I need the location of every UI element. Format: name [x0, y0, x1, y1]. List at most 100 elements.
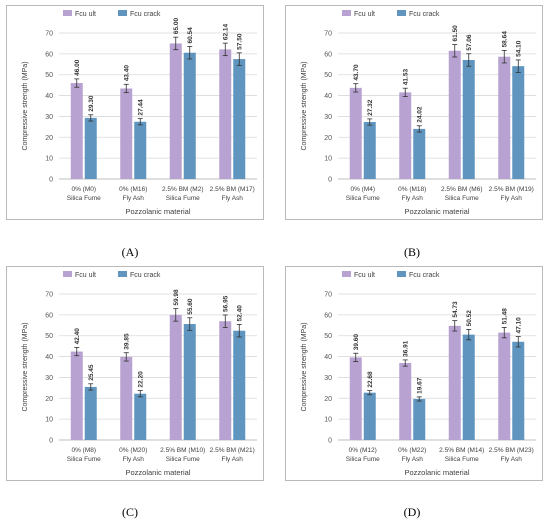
y-tick-label: 20: [45, 135, 53, 142]
y-tick-label: 50: [45, 333, 53, 340]
chart-svg: 0 10 20 30 40 50 60 70 Compressive strength (MPa…: [22, 10, 257, 216]
y-tick-label: 40: [324, 354, 332, 361]
legend-swatch: [63, 271, 72, 277]
data-label: 59.98: [173, 289, 180, 306]
x-tick-label: Fly Ash: [402, 195, 424, 202]
y-tick-label: 20: [45, 396, 53, 403]
data-label: 43.40: [124, 65, 131, 82]
bar: [219, 321, 232, 440]
bar: [134, 121, 147, 179]
data-label: 54.73: [452, 301, 459, 318]
x-axis-label: Pozzolanic material: [125, 468, 190, 477]
data-label: 55.60: [187, 298, 194, 315]
data-label: 57.50: [237, 33, 244, 50]
data-label: 27.44: [138, 99, 145, 116]
x-tick-label: 0% (M12): [349, 447, 377, 454]
data-label: 57.06: [466, 34, 473, 51]
data-label: 24.02: [417, 106, 424, 123]
legend-label: Fcu crack: [409, 11, 440, 18]
y-tick-label: 10: [45, 156, 53, 163]
y-tick-label: 50: [324, 72, 332, 79]
bar: [363, 392, 376, 440]
legend-label: Fcu ult: [75, 272, 96, 279]
y-tick-label: 10: [45, 417, 53, 424]
panel-caption-c: (C): [122, 505, 138, 519]
bar: [169, 43, 182, 179]
data-label: 27.32: [367, 99, 374, 116]
data-label: 25.45: [88, 364, 95, 381]
y-tick-label: 20: [324, 396, 332, 403]
data-label: 65.00: [173, 18, 180, 35]
data-label: 60.54: [187, 27, 194, 44]
legend-label: Fcu crack: [409, 272, 440, 279]
y-axis-label: Compressive strength (MPa): [301, 61, 308, 150]
y-tick-label: 0: [49, 438, 53, 445]
data-label: 39.60: [353, 334, 360, 351]
x-tick-label: Fly Ash: [123, 195, 145, 202]
x-tick-label: 2.5% BM (M14): [439, 447, 484, 454]
panel-caption-b: (B): [404, 245, 420, 259]
bar: [169, 314, 182, 440]
chart-panel-a: 0 10 20 30 40 50 60 70 Compressive strength (MPa…: [6, 5, 264, 220]
x-tick-label: Fly Ash: [501, 195, 523, 202]
data-label: 52.40: [237, 305, 244, 322]
y-axis-label: Compressive strength (MPa): [22, 322, 29, 411]
x-tick-label: Silica Fume: [445, 195, 479, 202]
x-tick-label: Silica Fume: [166, 456, 200, 463]
panel-caption-a: (A): [121, 245, 139, 259]
bar: [84, 386, 97, 440]
bar: [233, 59, 246, 180]
bar: [462, 59, 475, 179]
chart-panel-d: 0 10 20 30 40 50 60 70 Compressive strength (MPa…: [285, 266, 543, 481]
legend-label: Fcu crack: [130, 11, 161, 18]
x-axis-label: Pozzolanic material: [125, 207, 190, 216]
x-tick-label: Silica Fume: [67, 456, 101, 463]
y-axis-label: Compressive strength (MPa): [301, 322, 308, 411]
x-tick-label: 2.5% BM (M17): [210, 186, 255, 193]
x-tick-label: 0% (M18): [398, 186, 426, 193]
bar: [349, 357, 362, 440]
bar: [512, 66, 525, 179]
x-tick-label: Silica Fume: [346, 195, 380, 202]
x-tick-label: 2.5% BM (M19): [489, 186, 534, 193]
x-tick-label: 0% (M4): [350, 186, 375, 193]
y-tick-label: 60: [324, 312, 332, 319]
panel-caption-d: (D): [403, 505, 421, 519]
y-tick-label: 60: [45, 51, 53, 58]
x-tick-label: 2.5% BM (M10): [160, 447, 205, 454]
bar: [70, 351, 83, 440]
y-tick-label: 30: [45, 375, 53, 382]
legend-label: Fcu ult: [354, 11, 375, 18]
x-tick-label: 2.5% BM (M21): [210, 447, 255, 454]
x-tick-label: Fly Ash: [222, 195, 244, 202]
legend-swatch: [342, 10, 351, 16]
bar: [413, 128, 426, 179]
x-tick-label: Fly Ash: [222, 456, 244, 463]
data-label: 19.67: [417, 377, 424, 394]
bar: [183, 324, 196, 440]
legend-swatch: [397, 10, 406, 16]
bar: [120, 356, 133, 440]
y-tick-label: 30: [324, 114, 332, 121]
data-label: 42.40: [74, 328, 81, 345]
bar: [399, 363, 412, 440]
data-label: 47.10: [516, 317, 523, 334]
y-tick-label: 50: [45, 72, 53, 79]
bar: [448, 325, 461, 440]
data-label: 54.10: [516, 40, 523, 57]
chart-svg: 0 10 20 30 40 50 60 70 Compressive strength (MPa…: [301, 10, 536, 216]
x-axis-label: Pozzolanic material: [404, 468, 469, 477]
bar: [462, 334, 475, 440]
x-tick-label: Silica Fume: [166, 195, 200, 202]
legend-swatch: [63, 10, 72, 16]
y-tick-label: 60: [45, 312, 53, 319]
y-axis-label: Compressive strength (MPa): [22, 61, 29, 150]
y-tick-label: 0: [328, 438, 332, 445]
data-label: 62.14: [223, 23, 230, 40]
y-tick-label: 40: [324, 93, 332, 100]
y-tick-label: 30: [324, 375, 332, 382]
y-tick-label: 30: [45, 114, 53, 121]
x-tick-label: Silica Fume: [346, 456, 380, 463]
x-tick-label: Silica Fume: [67, 195, 101, 202]
x-tick-label: 2.5% BM (M2): [162, 186, 204, 193]
